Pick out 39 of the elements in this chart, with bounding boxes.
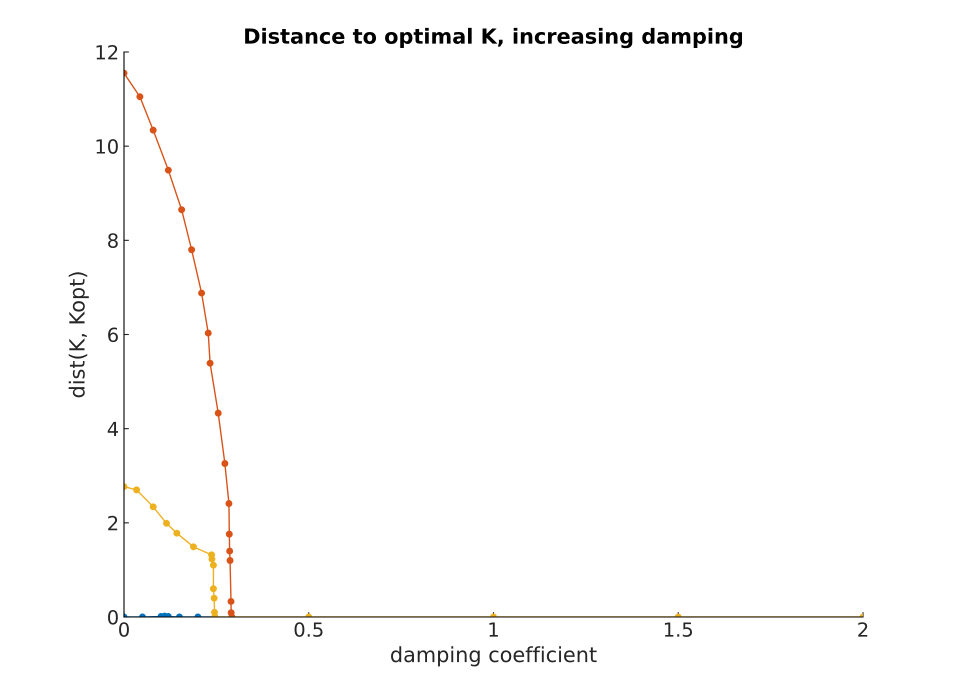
point	[221, 460, 228, 467]
point	[188, 246, 196, 254]
y-tick-label: 12	[96, 44, 118, 60]
point	[164, 166, 172, 174]
point	[225, 500, 232, 507]
point	[210, 594, 218, 602]
point	[163, 520, 170, 527]
point	[133, 486, 140, 494]
point	[210, 562, 217, 569]
point	[198, 290, 206, 297]
point	[214, 410, 222, 417]
point	[150, 503, 157, 510]
point	[178, 206, 186, 214]
y-tick-label: 0	[108, 610, 118, 625]
x-tick-label: 1	[489, 622, 498, 637]
point	[136, 93, 144, 100]
point	[208, 556, 216, 563]
x-tick-label: 0	[119, 622, 129, 637]
y-tick-label: 2	[108, 516, 118, 530]
x-axis-title: damping coefficient	[391, 646, 597, 666]
x-tick-label: 0.5	[294, 622, 323, 637]
y-tick-label: 6	[108, 327, 118, 342]
y-tick-label: 4	[108, 422, 118, 436]
point	[150, 126, 157, 134]
point	[173, 530, 180, 537]
y-tick-label: 10	[96, 139, 118, 154]
chart-title: Distance to optimal K, increasing damping	[245, 28, 742, 48]
point	[210, 585, 217, 592]
y-tick-label: 8	[108, 233, 118, 248]
point	[204, 330, 212, 337]
point	[206, 360, 214, 367]
x-tick-label: 2	[858, 622, 868, 637]
point	[226, 548, 234, 555]
point	[190, 543, 197, 550]
point	[226, 530, 233, 538]
point	[228, 598, 234, 605]
y-axis-title: dist(K, Kopt)	[68, 272, 89, 398]
point	[226, 557, 234, 564]
x-tick-label: 1.5	[664, 622, 692, 637]
